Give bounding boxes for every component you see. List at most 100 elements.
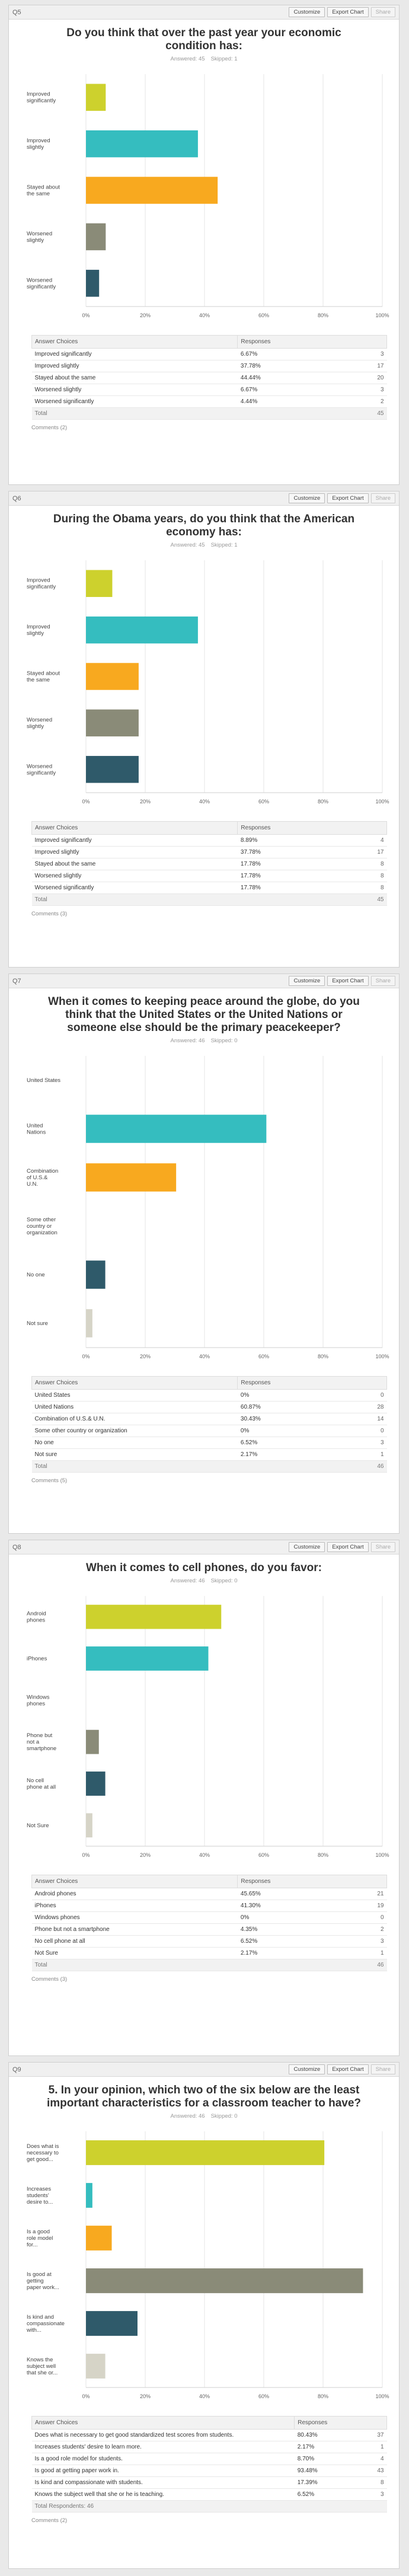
bar[interactable] [86,1309,92,1338]
answer-choice: Worsened significantly [31,882,238,894]
bar[interactable] [86,756,139,783]
bar[interactable] [86,2354,106,2379]
bar[interactable] [86,84,106,111]
bar[interactable] [86,177,218,204]
bar[interactable] [86,270,100,297]
table-row: Improved significantly 8.89% 4 [31,834,387,847]
category-label: necessary to [27,2150,59,2156]
customize-button[interactable]: Customize [289,2064,325,2074]
category-label: for... [27,2242,37,2248]
export-chart-button[interactable]: Export Chart [327,1542,369,1552]
category-label: slightly [27,630,44,637]
export-chart-button[interactable]: Export Chart [327,7,369,17]
share-button[interactable]: Share [370,1542,395,1552]
export-chart-button[interactable]: Export Chart [327,2064,369,2074]
response-count: 17 [338,846,387,858]
answer-choices-header[interactable]: Answer Choices [31,1376,238,1390]
comments-link[interactable]: Comments (3) [31,1976,68,1983]
question-number: Q5 [12,8,21,16]
answer-choice: Stayed about the same [31,372,238,384]
total-label: Total [31,407,338,420]
question-card: Q7 Customize Export Chart Share When it come… [8,973,400,1534]
response-percent: 17.78% [237,858,338,870]
table-row: Is a good role model for students. 8.70% 4 [31,2453,387,2465]
category-label: Improved [27,624,50,630]
share-button[interactable]: Share [370,493,395,503]
bar[interactable] [86,1163,177,1192]
bar[interactable] [86,1771,106,1796]
bar[interactable] [86,663,139,690]
responses-header[interactable]: Responses [237,1875,387,1888]
bar[interactable] [86,616,198,644]
bar[interactable] [86,130,198,158]
export-chart-button[interactable]: Export Chart [327,976,369,986]
bar[interactable] [86,2311,138,2336]
category-label: Does what is [27,2143,59,2150]
response-percent: 8.70% [294,2453,357,2465]
answer-choices-header[interactable]: Answer Choices [31,1875,238,1888]
comments-link[interactable]: Comments (3) [31,911,68,917]
bar[interactable] [86,1729,99,1754]
category-label: Improved [27,138,50,144]
bar[interactable] [86,223,106,251]
table-header-row: Answer Choices Responses [31,1376,387,1390]
bar[interactable] [86,709,139,737]
share-button[interactable]: Share [370,7,395,17]
share-button[interactable]: Share [370,976,395,986]
bar[interactable] [86,1604,222,1629]
responses-header[interactable]: Responses [237,821,387,835]
category-label: organization [27,1230,57,1236]
response-count: 17 [338,360,387,372]
answer-choices-header[interactable]: Answer Choices [31,335,238,349]
response-percent: 80.43% [294,2429,357,2441]
answer-choice: United States [31,1389,238,1402]
table-row: United States 0% 0 [31,1389,387,1402]
question-card: Q8 Customize Export Chart Share When it come… [8,1540,400,2056]
question-title: During the Obama years, do you think tha… [53,513,355,538]
comments-link[interactable]: Comments (2) [31,424,68,431]
bar[interactable] [86,1646,209,1671]
x-tick-label: 0% [82,2393,90,2399]
category-label: Improved [27,91,50,98]
comments-link[interactable]: Comments (5) [31,1477,68,1484]
bar[interactable] [86,2268,363,2293]
customize-button[interactable]: Customize [289,493,325,503]
category-label: getting [27,2278,44,2284]
category-label: No one [27,1272,45,1278]
response-count: 0 [338,1911,387,1924]
response-percent: 37.78% [237,846,338,858]
response-count: 14 [338,1413,387,1425]
table-header-row: Answer Choices Responses [31,335,387,349]
answer-choices-header[interactable]: Answer Choices [31,2416,295,2430]
bar[interactable] [86,2140,325,2165]
category-label: significantly [27,584,56,590]
table-row: Not sure 2.17% 1 [31,1448,387,1461]
customize-button[interactable]: Customize [289,1542,325,1552]
bar[interactable] [86,1115,267,1143]
category-label: Worsened [27,763,52,770]
category-label: Improved [27,577,50,584]
x-tick-label: 100% [375,312,389,318]
category-label: slightly [27,723,44,730]
responses-header[interactable]: Responses [237,335,387,349]
export-chart-button[interactable]: Export Chart [327,493,369,503]
share-button[interactable]: Share [370,2064,395,2074]
bar[interactable] [86,1813,92,1838]
response-count: 19 [338,1900,387,1912]
x-tick-label: 0% [82,1354,90,1359]
comments-link[interactable]: Comments (2) [31,2517,68,2524]
x-tick-label: 40% [199,312,210,318]
table-row: Worsened significantly 4.44% 2 [31,395,387,408]
bar[interactable] [86,2226,112,2251]
customize-button[interactable]: Customize [289,7,325,17]
responses-header[interactable]: Responses [237,1376,387,1390]
bar[interactable] [86,570,113,597]
total-row: Total 45 [31,893,387,906]
responses-header[interactable]: Responses [294,2416,387,2430]
table-row: Combination of U.S.& U.N. 30.43% 14 [31,1413,387,1425]
customize-button[interactable]: Customize [289,976,325,986]
bar[interactable] [86,1260,106,1289]
answer-choices-header[interactable]: Answer Choices [31,821,238,835]
category-label: No cell [27,1777,44,1784]
bar[interactable] [86,2183,92,2208]
